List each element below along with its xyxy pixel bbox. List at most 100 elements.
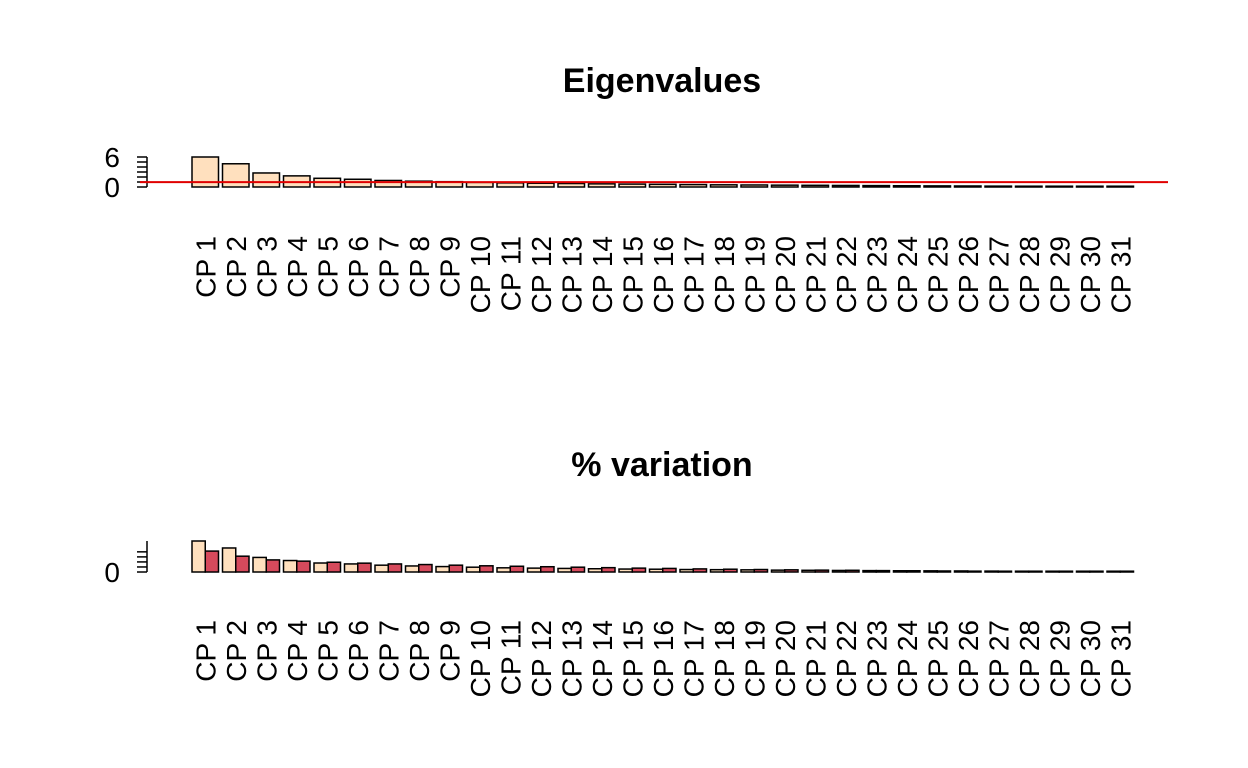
x-tick-label: CP 25 xyxy=(922,620,953,697)
bar-variation-s2-6 xyxy=(357,562,372,573)
x-tick-label: CP 14 xyxy=(587,620,618,697)
variation-title: % variation xyxy=(571,446,752,484)
x-tick-label: CP 12 xyxy=(526,620,557,697)
bar-eigenvalue-s1-11 xyxy=(496,182,525,188)
x-tick-label: CP 20 xyxy=(770,236,801,313)
x-tick-label: CP 29 xyxy=(1044,236,1075,313)
x-tick-label: CP 11 xyxy=(495,620,526,695)
eigenvalues-panel: Eigenvalues CP 1 CP 2 CP 3 CP 4 CP 5 CP 6 CP 7… xyxy=(104,62,1168,313)
bar-variation-s2-28 xyxy=(1028,570,1043,573)
x-tick-label: CP 19 xyxy=(739,236,770,313)
bar-variation-s2-8 xyxy=(418,563,433,573)
bar-variation-s2-16 xyxy=(662,567,677,573)
x-tick-label: CP 28 xyxy=(1014,620,1045,697)
bar-variation-s2-22 xyxy=(845,569,860,573)
x-tick-label: CP 8 xyxy=(404,236,435,298)
bar-variation-s1-29 xyxy=(1045,570,1060,573)
x-tick-label: CP 13 xyxy=(556,620,587,697)
bar-variation-s2-7 xyxy=(387,563,403,573)
x-tick-label: CP 4 xyxy=(282,620,313,682)
bar-eigenvalue-s1-2 xyxy=(221,163,250,188)
bar-variation-s2-14 xyxy=(601,566,616,573)
x-tick-label: CP 29 xyxy=(1044,620,1075,697)
x-tick-label: CP 8 xyxy=(404,620,435,682)
bar-variation-s1-12 xyxy=(526,567,542,573)
bar-eigenvalue-s1-20 xyxy=(770,184,799,188)
x-tick-label: CP 30 xyxy=(1075,620,1106,697)
x-tick-label: CP 5 xyxy=(312,236,343,298)
x-tick-label: CP 1 xyxy=(190,620,221,682)
x-tick-label: CP 23 xyxy=(861,620,892,697)
bar-variation-s1-11 xyxy=(496,567,511,573)
x-tick-label: CP 4 xyxy=(282,236,313,298)
bar-variation-s1-18 xyxy=(709,568,725,573)
x-tick-label: CP 6 xyxy=(343,236,374,298)
x-tick-label: CP 2 xyxy=(221,620,252,682)
bar-variation-s2-29 xyxy=(1058,570,1074,573)
bar-eigenvalue-s1-7 xyxy=(374,179,403,188)
bar-eigenvalue-s1-27 xyxy=(984,185,1013,188)
x-tick-label: CP 27 xyxy=(983,620,1014,697)
bar-eigenvalue-s1-12 xyxy=(526,182,555,188)
bar-variation-s1-10 xyxy=(465,566,481,573)
bar-eigenvalue-s1-30 xyxy=(1075,185,1104,188)
x-tick-label: CP 31 xyxy=(1105,620,1136,697)
bar-variation-s1-1 xyxy=(191,540,206,573)
bar-variation-s2-30 xyxy=(1089,570,1104,573)
y-axis: 06 xyxy=(104,142,148,203)
bar-variation-s1-13 xyxy=(557,567,572,573)
x-tick-label: CP 21 xyxy=(800,620,831,697)
bar-variation-s2-31 xyxy=(1119,570,1135,573)
x-tick-label: CP 31 xyxy=(1105,236,1136,313)
x-tick-label: CP 30 xyxy=(1075,236,1106,313)
x-tick-label: CP 24 xyxy=(892,236,923,313)
bar-variation-s1-5 xyxy=(313,562,328,573)
bar-variation-s1-19 xyxy=(740,569,755,573)
bar-eigenvalue-s1-16 xyxy=(648,183,677,188)
x-tick-label: CP 20 xyxy=(770,620,801,697)
bar-variation-s2-4 xyxy=(296,560,311,573)
bar-variation-s1-20 xyxy=(770,569,786,573)
bar-eigenvalue-s1-14 xyxy=(587,183,616,188)
x-tick-label: CP 22 xyxy=(831,236,862,313)
x-tick-label: CP 3 xyxy=(251,620,282,682)
x-tick-label: CP 25 xyxy=(922,236,953,313)
bar-variation-s2-9 xyxy=(448,564,464,573)
bar-variation-s2-10 xyxy=(479,565,494,573)
bar-eigenvalue-s1-29 xyxy=(1045,185,1074,188)
bar-variation-s2-27 xyxy=(997,570,1013,573)
bar-variation-s2-11 xyxy=(509,565,525,573)
variation-panel: % variation CP 1 CP 2 CP 3 CP 4 CP 5 CP 6 CP 7… xyxy=(104,446,1136,697)
bar-variation-s2-13 xyxy=(570,566,586,573)
bar-variation-s2-20 xyxy=(784,569,799,573)
bar-variation-s1-3 xyxy=(252,556,267,573)
bar-variation-s1-7 xyxy=(374,564,389,573)
bar-variation-s1-17 xyxy=(679,568,694,573)
bar-variation-s1-25 xyxy=(923,570,938,573)
eigenvalues-title: Eigenvalues xyxy=(563,62,761,100)
bar-variation-s1-28 xyxy=(1014,570,1030,573)
bar-variation-s1-8 xyxy=(404,565,420,573)
bar-eigenvalue-s1-24 xyxy=(892,184,921,188)
x-tick-label: CP 9 xyxy=(434,620,465,682)
bar-eigenvalue-s1-19 xyxy=(740,184,769,188)
bar-variation-s1-31 xyxy=(1106,570,1121,573)
bar-eigenvalue-s1-28 xyxy=(1014,185,1043,188)
y-tick-label: 0 xyxy=(104,172,120,203)
x-tick-label: CP 24 xyxy=(892,620,923,697)
bar-variation-s1-27 xyxy=(984,570,999,573)
x-tick-label: CP 9 xyxy=(434,236,465,298)
x-tick-label: CP 5 xyxy=(312,620,343,682)
x-tick-label: CP 3 xyxy=(251,236,282,298)
x-tick-label: CP 17 xyxy=(678,620,709,697)
bar-variation-s2-3 xyxy=(265,559,281,573)
x-tick-label: CP 16 xyxy=(648,620,679,697)
y-tick-label: 6 xyxy=(104,142,120,173)
y-axis: 0 xyxy=(104,541,148,588)
x-tick-label: CP 28 xyxy=(1014,236,1045,313)
x-tick-label: CP 13 xyxy=(556,236,587,313)
y-tick-label: 0 xyxy=(104,557,120,588)
bar-variation-s1-4 xyxy=(282,559,298,573)
x-tick-label: CP 15 xyxy=(617,236,648,313)
